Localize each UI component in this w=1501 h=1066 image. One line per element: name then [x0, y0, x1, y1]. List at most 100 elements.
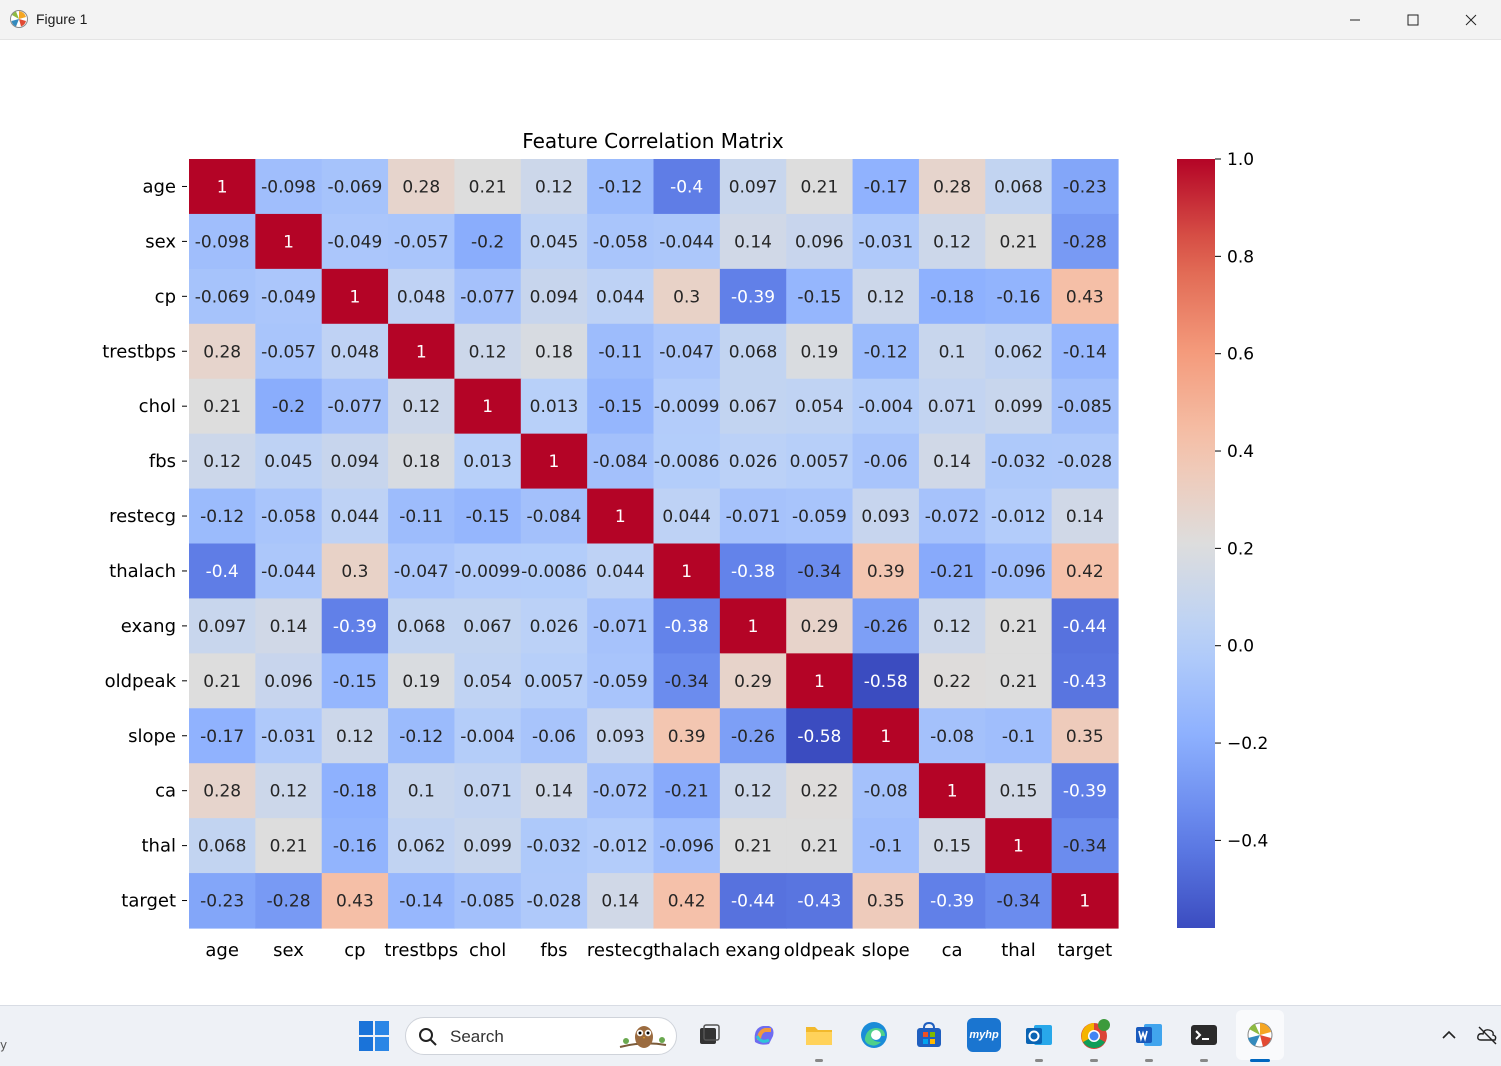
- cell-value-label: -0.14: [399, 892, 443, 912]
- minimize-button[interactable]: [1326, 0, 1384, 39]
- cell-value-label: 0.12: [933, 232, 971, 252]
- task-view-icon[interactable]: [692, 1018, 726, 1052]
- python-figure-icon[interactable]: [1243, 1018, 1277, 1052]
- heatmap-cell: [321, 378, 389, 435]
- heatmap-cell: [985, 213, 1053, 270]
- cell-value-label: 0.099: [463, 837, 512, 857]
- cell-value-label: -0.34: [797, 562, 841, 582]
- x-tick-label: oldpeak: [784, 940, 856, 961]
- cell-value-label: 0.12: [535, 177, 573, 197]
- heatmap-cell: [587, 818, 655, 874]
- search-icon: [419, 1028, 437, 1046]
- running-indicator: [1090, 1059, 1098, 1062]
- heatmap-cell: [520, 488, 588, 545]
- heatmap-cell: [786, 213, 854, 270]
- heatmap-cell: [321, 873, 389, 929]
- cell-value-label: -0.0086: [521, 562, 587, 582]
- cell-value-label: -0.08: [930, 727, 974, 747]
- cell-value-label: 0.093: [596, 727, 645, 747]
- cell-value-label: 0.15: [1000, 782, 1038, 802]
- cell-value-label: -0.096: [991, 562, 1046, 582]
- cell-value-label: 0.1: [939, 342, 966, 362]
- heatmap-cell: [321, 653, 389, 709]
- heatmap-cell: [852, 159, 920, 215]
- search-box[interactable]: Search: [405, 1017, 677, 1055]
- file-explorer-icon[interactable]: [802, 1018, 836, 1052]
- terminal-icon[interactable]: [1187, 1018, 1221, 1052]
- word-icon[interactable]: [1132, 1018, 1166, 1052]
- cloud-offline-icon[interactable]: [1476, 1024, 1498, 1046]
- heatmap-cell: [719, 213, 787, 270]
- cell-value-label: -0.28: [1063, 232, 1107, 252]
- cell-value-label: 0.0057: [790, 452, 849, 472]
- cell-value-label: -0.38: [731, 562, 775, 582]
- cell-value-label: -0.069: [327, 177, 382, 197]
- heatmap-cell: [918, 488, 986, 545]
- heatmap-cell: [1051, 763, 1119, 819]
- myhp-icon[interactable]: myhp: [967, 1018, 1001, 1052]
- cell-value-label: -0.047: [394, 562, 449, 582]
- cell-value-label: 0.35: [867, 892, 905, 912]
- cell-value-label: 0.21: [203, 672, 241, 692]
- cell-value-label: 1: [416, 342, 427, 362]
- heatmap-cell: [653, 818, 721, 874]
- heatmap-cell: [719, 323, 787, 380]
- heatmap-cell: [321, 323, 389, 380]
- cell-value-label: -0.44: [1063, 617, 1107, 637]
- heatmap-cell: [321, 543, 389, 600]
- heatmap-cell: [786, 433, 854, 490]
- copilot-icon[interactable]: [747, 1018, 781, 1052]
- heatmap-cell: [918, 323, 986, 380]
- x-tick-label: target: [1057, 940, 1112, 961]
- heatmap-cell: [1051, 653, 1119, 709]
- outlook-icon[interactable]: [1022, 1018, 1056, 1052]
- heatmap-cell: [454, 543, 522, 600]
- start-icon[interactable]: [356, 1018, 392, 1054]
- cell-value-label: 0.14: [270, 617, 308, 637]
- myhp-label: myhp: [969, 1029, 999, 1041]
- heatmap-cell: [719, 598, 787, 654]
- chrome-icon[interactable]: [1077, 1018, 1111, 1052]
- running-indicator: [1035, 1059, 1043, 1062]
- cell-value-label: -0.098: [195, 232, 250, 252]
- cell-value-label: 0.054: [795, 397, 844, 417]
- store-icon[interactable]: [912, 1018, 946, 1052]
- edge-icon[interactable]: [857, 1018, 891, 1052]
- heatmap-cell: [255, 543, 323, 600]
- cell-value-label: -0.071: [593, 617, 648, 637]
- heatmap-cell: [454, 268, 522, 325]
- cell-value-label: -0.4: [206, 562, 239, 582]
- cell-value-label: 0.12: [270, 782, 308, 802]
- cell-value-label: 0.39: [867, 562, 905, 582]
- maximize-button[interactable]: [1384, 0, 1442, 39]
- maximize-icon: [1407, 14, 1419, 25]
- colorbar-tick-label: 0.4: [1227, 442, 1254, 462]
- close-button[interactable]: [1442, 0, 1500, 39]
- cell-value-label: 0.28: [203, 782, 241, 802]
- cell-value-label: 0.18: [535, 342, 573, 362]
- cell-value-label: 0.071: [928, 397, 977, 417]
- cell-value-label: -0.047: [659, 342, 714, 362]
- cell-value-label: -0.21: [930, 562, 974, 582]
- cell-value-label: -0.004: [460, 727, 515, 747]
- cell-value-label: 0.12: [402, 397, 440, 417]
- heatmap-cell: [255, 433, 323, 490]
- heatmap-cell: [1051, 159, 1119, 215]
- heatmap-cell: [388, 268, 456, 325]
- cell-value-label: -0.18: [930, 287, 974, 307]
- chevron-up-icon[interactable]: [1438, 1024, 1460, 1046]
- cell-value-label: 0.12: [867, 287, 905, 307]
- y-tick-label: age: [142, 176, 176, 197]
- heatmap-cell: [189, 543, 256, 600]
- cell-value-label: 0.068: [994, 177, 1043, 197]
- heatmap-cell: [454, 378, 522, 435]
- heatmap-cell: [918, 763, 986, 819]
- cell-value-label: -0.012: [991, 507, 1046, 527]
- cell-value-label: 0.062: [994, 342, 1043, 362]
- heatmap-cell: [786, 763, 854, 819]
- x-tick-label: fbs: [540, 940, 567, 961]
- heatmap-cell: [852, 543, 920, 600]
- cell-value-label: -0.0099: [455, 562, 521, 582]
- cell-value-label: -0.085: [460, 892, 515, 912]
- cell-value-label: 0.12: [734, 782, 772, 802]
